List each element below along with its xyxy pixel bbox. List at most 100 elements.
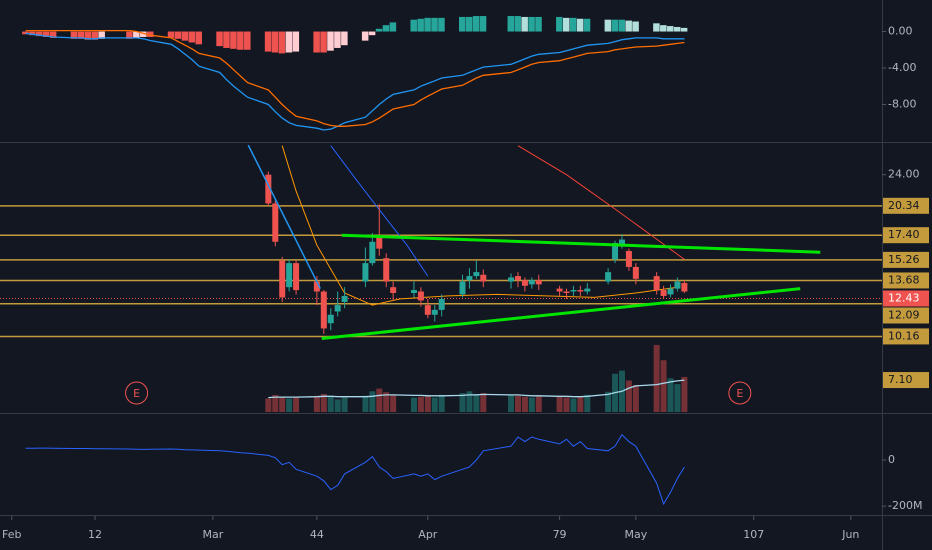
price-label-box [883,290,929,307]
macd-histogram-bar [417,18,424,32]
volume-bar [313,395,320,412]
volume-bar [605,391,612,412]
macd-histogram-bar [667,26,674,32]
y-tick-label: -4.00 [888,61,916,74]
volume-bar [667,378,674,412]
volume-bar [584,394,591,412]
macd-histogram-bar [188,31,196,43]
macd-histogram-bar [195,31,203,45]
volume-bar [369,391,376,412]
x-tick-label: 107 [743,528,764,541]
macd-histogram-bar [465,16,473,32]
volume-bar [376,388,383,412]
candle-body [667,288,674,295]
candle-body [390,287,397,293]
macd-histogram-bar [313,31,320,53]
candle-body [313,281,320,292]
volume-bar [535,395,542,412]
macd-histogram-bar [91,31,98,40]
volume-bar [383,392,390,412]
event-label: E [133,387,140,400]
macd-histogram-bar [278,31,286,54]
candle-body [632,266,639,279]
macd-histogram-bar [181,31,189,41]
macd-histogram-bar [36,31,43,37]
event-label: E [736,387,743,400]
macd-histogram-bar [146,31,154,38]
moving-average [281,145,678,306]
macd-histogram-bar [604,19,612,32]
x-tick-label: Feb [2,528,21,541]
volume-bar [286,398,293,412]
volume-bar [660,360,667,412]
price-label-box [883,227,929,244]
macd-histogram-bar [334,31,341,48]
candle-body [653,276,660,291]
volume-bar [293,397,300,412]
y-tick-label: 0.00 [888,25,913,38]
volume-bar [424,395,431,412]
macd-histogram-bar [583,18,591,32]
volume-bar [410,397,417,412]
candle-body [424,305,431,315]
volume-bar [563,397,570,412]
volume-bar [632,385,639,412]
candle-body [369,241,376,264]
y-tick-label: 0 [888,453,895,466]
macd-histogram-bar [292,31,300,52]
volume-label: 7.10 [888,373,913,386]
volume-bar [341,397,348,412]
candle-body [577,290,584,292]
candle-body [383,258,390,282]
macd-histogram-bar [479,16,487,32]
candle-body [320,291,327,329]
macd-histogram-bar [244,31,251,50]
macd-histogram-bar [535,16,542,32]
macd-histogram-bar [98,31,105,39]
macd-histogram-bar [216,31,223,47]
macd-histogram-bar [680,27,688,32]
macd-histogram-bar [140,31,147,38]
event-marker [728,381,752,405]
volume-ma-line [268,379,685,399]
macd-histogram-bar [361,31,369,41]
price-plot [0,145,882,412]
candle-body [334,305,341,312]
price-label: 12.43 [888,291,920,304]
macd-histogram-bar [576,18,584,32]
volume-bar [514,395,521,412]
volume-bar [521,396,528,412]
x-tick-label: Apr [418,528,438,541]
macd-histogram-bar [375,28,383,32]
candle-body [459,281,466,295]
candle-body [362,263,369,282]
candle-body [584,288,591,292]
macd-histogram-bar [327,31,334,51]
candle-body [660,290,667,296]
macd-histogram-bar [410,19,417,32]
candle-body [535,280,542,285]
volume-bar [556,396,563,412]
macd-histogram-bar [563,17,570,32]
macd-line [25,32,685,131]
macd-histogram-bar [230,31,237,49]
candle-body [514,276,521,281]
candle-body [410,290,417,293]
candle-body [279,260,286,298]
macd-histogram-bar [49,31,57,38]
moving-average [517,145,685,260]
candle-body [466,276,473,281]
macd-histogram-bar [611,19,619,32]
candle-body [625,250,632,267]
volume-label-box [883,372,929,389]
macd-histogram-bar [507,16,515,32]
price-label-box [883,197,929,214]
x-tick-label: 79 [553,528,567,541]
price-label: 17.40 [888,228,920,241]
macd-histogram-bar [431,17,438,32]
macd-histogram-bar [528,16,535,32]
macd-histogram-bar [42,31,50,38]
